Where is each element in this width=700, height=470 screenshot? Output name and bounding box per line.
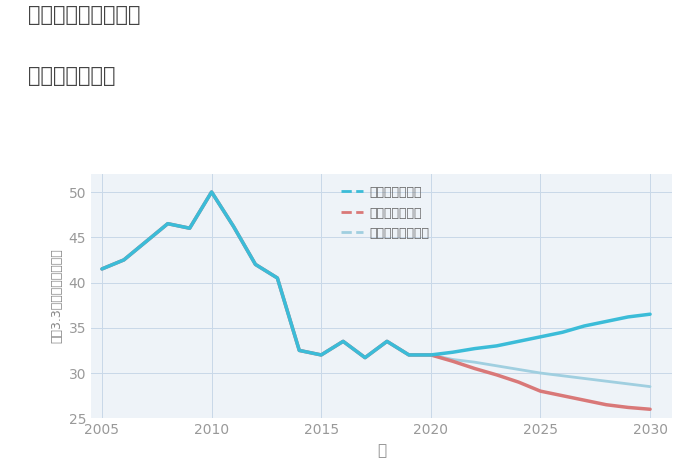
- Text: 土地の価格推移: 土地の価格推移: [28, 66, 116, 86]
- Text: 兵庫県姫路市保城の: 兵庫県姫路市保城の: [28, 5, 141, 25]
- Y-axis label: 平（3.3㎡）単価（万円）: 平（3.3㎡）単価（万円）: [50, 249, 63, 344]
- Legend: グッドシナリオ, バッドシナリオ, ノーマルシナリオ: グッドシナリオ, バッドシナリオ, ノーマルシナリオ: [337, 182, 433, 244]
- X-axis label: 年: 年: [377, 443, 386, 458]
